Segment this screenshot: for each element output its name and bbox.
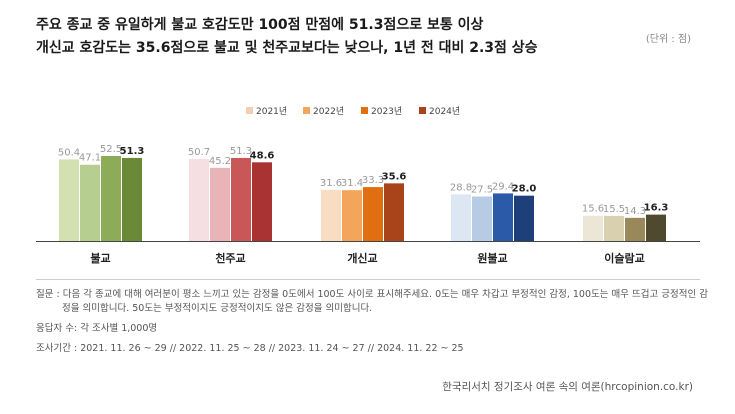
data-label: 28.8: [450, 182, 472, 193]
footnotes: 질문 : 다음 각 종교에 대해 여러분이 평소 느끼고 있는 감정을 0도에서…: [36, 288, 716, 362]
title-line-1: 주요 종교 중 유일하게 불교 호감도만 100점 만점에 51.3점으로 보통…: [36, 17, 484, 33]
bar: [189, 158, 209, 241]
data-label: 15.6: [582, 204, 604, 215]
legend-swatch: [303, 107, 310, 114]
bar: [59, 159, 79, 241]
bar: [646, 214, 666, 241]
bar-chart: 2021년 2022년 2023년 2024년50.447.152.551.3불교50…: [36, 106, 700, 280]
data-label: 33.3: [362, 175, 384, 186]
bar: [472, 196, 492, 241]
category-label: 개신교: [347, 251, 377, 265]
data-label: 47.1: [79, 153, 101, 164]
data-label: 15.5: [603, 204, 625, 215]
data-label: 28.0: [512, 184, 537, 195]
category-label: 천주교: [215, 251, 245, 265]
data-label: 52.5: [100, 144, 122, 155]
chart-title: 주요 종교 중 유일하게 불교 호감도만 100점 만점에 51.3점으로 보통…: [36, 14, 676, 60]
question-note: 질문 : 다음 각 종교에 대해 여러분이 평소 느끼고 있는 감정을 0도에서…: [36, 289, 708, 314]
bar: [122, 157, 142, 241]
title-line-2: 개신교 호감도는 35.6점으로 불교 및 천주교보다는 낮으나, 1년 전 대…: [36, 40, 538, 56]
data-label: 31.4: [341, 178, 363, 189]
bar: [80, 164, 100, 241]
category-label: 이슬람교: [604, 251, 644, 265]
unit-label: (단위 : 점): [645, 34, 691, 45]
bar: [101, 156, 121, 241]
data-label: 51.3: [230, 146, 252, 157]
data-label: 48.6: [250, 150, 275, 161]
data-label: 31.6: [320, 178, 342, 189]
data-label: 50.4: [58, 147, 80, 158]
respondents-note: 응답자 수: 각 조사별 1,000명: [36, 323, 158, 334]
category-label: 원불교: [477, 251, 507, 265]
bar: [252, 162, 272, 241]
bar: [321, 189, 341, 241]
data-label: 45.2: [209, 156, 231, 167]
legend-swatch: [361, 107, 368, 114]
legend-swatch: [419, 107, 426, 114]
data-label: 16.3: [644, 203, 669, 214]
category-label: 불교: [90, 252, 110, 265]
bar: [604, 215, 624, 241]
legend-label: 2023년: [371, 106, 402, 117]
bar: [493, 193, 513, 241]
legend-swatch: [246, 107, 253, 114]
bar: [451, 194, 471, 241]
bar: [231, 157, 251, 241]
data-label: 14.3: [624, 206, 646, 217]
source-text: 한국리서치 정기조사 여론 속의 여론(hrcopinion.co.kr): [442, 381, 693, 393]
data-label: 51.3: [120, 146, 145, 157]
legend-label: 2024년: [429, 106, 460, 117]
legend-label: 2022년: [313, 106, 344, 117]
bar: [363, 187, 383, 241]
data-label: 27.5: [471, 184, 493, 195]
bar: [342, 190, 362, 241]
bar: [210, 167, 230, 241]
bar: [625, 217, 645, 241]
data-label: 50.7: [188, 147, 210, 158]
data-label: 29.4: [492, 181, 514, 192]
data-label: 35.6: [382, 171, 407, 182]
legend-label: 2021년: [256, 106, 287, 117]
bar: [384, 183, 404, 241]
bar: [583, 215, 603, 241]
period-note: 조사기간 : 2021. 11. 26 ~ 29 // 2022. 11. 25…: [36, 343, 464, 354]
bar: [514, 195, 534, 241]
